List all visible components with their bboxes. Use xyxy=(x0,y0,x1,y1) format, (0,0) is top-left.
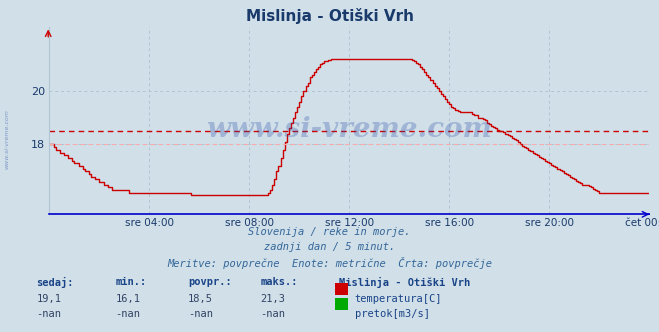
Text: 19,1: 19,1 xyxy=(36,294,61,304)
Text: Slovenija / reke in morje.: Slovenija / reke in morje. xyxy=(248,227,411,237)
Text: 16,1: 16,1 xyxy=(115,294,140,304)
Text: www.si-vreme.com: www.si-vreme.com xyxy=(4,110,9,169)
Text: zadnji dan / 5 minut.: zadnji dan / 5 minut. xyxy=(264,242,395,252)
Text: min.:: min.: xyxy=(115,277,146,287)
Text: Meritve: povprečne  Enote: metrične  Črta: povprečje: Meritve: povprečne Enote: metrične Črta:… xyxy=(167,257,492,269)
Text: www.si-vreme.com: www.si-vreme.com xyxy=(206,116,492,143)
Text: 18,5: 18,5 xyxy=(188,294,213,304)
Text: pretok[m3/s]: pretok[m3/s] xyxy=(355,309,430,319)
Text: temperatura[C]: temperatura[C] xyxy=(355,294,442,304)
Text: povpr.:: povpr.: xyxy=(188,277,231,287)
Text: Mislinja - Otiški Vrh: Mislinja - Otiški Vrh xyxy=(246,8,413,24)
Text: -nan: -nan xyxy=(188,309,213,319)
Text: sedaj:: sedaj: xyxy=(36,277,74,288)
Text: maks.:: maks.: xyxy=(260,277,298,287)
Text: -nan: -nan xyxy=(260,309,285,319)
Text: 21,3: 21,3 xyxy=(260,294,285,304)
Text: -nan: -nan xyxy=(36,309,61,319)
Text: -nan: -nan xyxy=(115,309,140,319)
Text: Mislinja - Otiški Vrh: Mislinja - Otiški Vrh xyxy=(339,277,471,288)
